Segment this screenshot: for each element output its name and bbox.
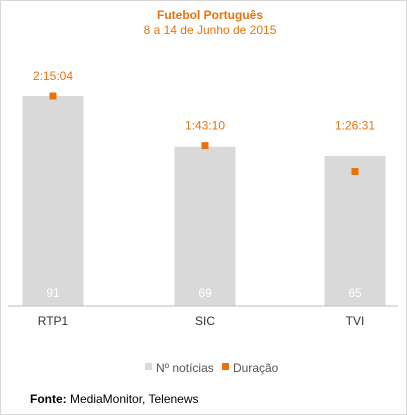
chart-title: Futebol Português [157, 8, 263, 22]
duration-label-rtp1: 2:15:04 [33, 69, 73, 83]
bar-value-label-rtp1: 91 [46, 286, 60, 300]
bar-value-label-sic: 69 [198, 286, 212, 300]
legend: Nº notícias Duração [145, 361, 279, 375]
duration-label-tvi: 1:26:31 [335, 119, 375, 133]
bar-rtp1 [22, 96, 84, 306]
category-label-tvi: TVI [346, 314, 365, 328]
source-label: Fonte: [30, 392, 67, 406]
bar-value-label-tvi: 65 [348, 286, 362, 300]
duration-marker-rtp1 [49, 92, 57, 100]
chart-subtitle: 8 a 14 de Junho de 2015 [144, 23, 277, 37]
category-label-sic: SIC [195, 314, 215, 328]
legend-label-duracao: Duração [233, 361, 279, 375]
source-note: Fonte: MediaMonitor, Telenews [30, 392, 199, 406]
bar-sic [174, 146, 236, 306]
legend-label-noticias: Nº notícias [156, 361, 214, 375]
duration-marker-tvi [351, 167, 359, 175]
category-label-rtp1: RTP1 [38, 314, 69, 328]
duration-label-sic: 1:43:10 [185, 119, 225, 133]
legend-marker-duracao [222, 363, 229, 370]
source-text: MediaMonitor, Telenews [70, 392, 199, 406]
duration-marker-sic [201, 142, 209, 150]
legend-marker-noticias [145, 363, 152, 370]
bars-layer: 91 2:15:04 RTP1 69 1:43:10 SIC 65 1:26:31 TVI [22, 69, 386, 328]
bar-tvi [324, 156, 386, 306]
